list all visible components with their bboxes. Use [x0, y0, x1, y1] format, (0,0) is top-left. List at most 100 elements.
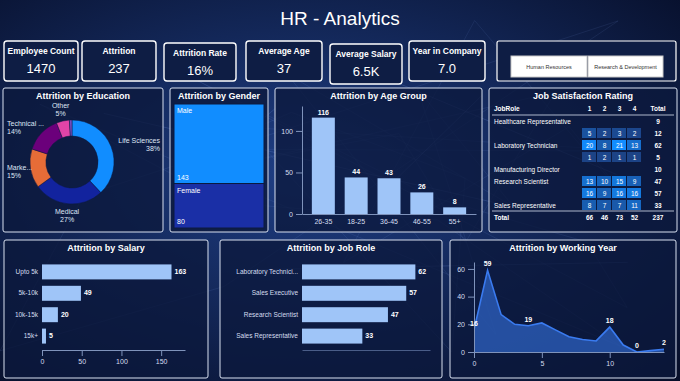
- data-label: 47: [391, 311, 399, 318]
- table-cell: Total: [494, 214, 509, 221]
- kpi-card: Employee Count 1470: [4, 41, 78, 81]
- tick: 55+: [449, 214, 461, 225]
- y-axis: Upto 5k5k-10k10k-15k15k+: [15, 259, 43, 351]
- tick: 40: [457, 293, 474, 300]
- series: [474, 270, 664, 352]
- slice: [69, 120, 72, 136]
- data-label: 20: [61, 311, 69, 318]
- slicer-button[interactable]: Human Resources: [511, 56, 587, 77]
- table-cell: 2: [603, 154, 607, 161]
- panel: Attrition by Working Year020406005101659…: [450, 240, 676, 378]
- slicer-label[interactable]: Research & Development: [594, 64, 657, 70]
- kpi-value: 7.0: [438, 61, 456, 76]
- tick: 26-35: [314, 214, 332, 225]
- table-cell: 16: [616, 190, 624, 197]
- kpi-label: Attrition Rate: [173, 48, 227, 58]
- tick-label: 5: [540, 360, 544, 367]
- table-cell-bg: [627, 152, 641, 162]
- tick-mark: [468, 352, 474, 353]
- bar: [410, 192, 433, 214]
- x-axis: 0510: [473, 352, 665, 367]
- table-cell: 16: [631, 190, 639, 197]
- data-label: 8: [453, 198, 457, 205]
- table-cell-bg: [597, 140, 611, 150]
- slicer-button[interactable]: Research & Development: [588, 56, 663, 77]
- page-title: HR - Analytics: [280, 8, 399, 29]
- table-header: 3: [618, 105, 622, 112]
- tick-label: 60: [457, 266, 465, 273]
- slice: [57, 120, 71, 138]
- panel-frame: [220, 240, 442, 378]
- panel-frame: [275, 88, 482, 232]
- table-cell: 3: [618, 130, 622, 137]
- data-label: 14%: [7, 128, 21, 135]
- table-cell: 1: [633, 154, 637, 161]
- tick: 0: [461, 349, 474, 356]
- kpi-frame: [409, 41, 485, 81]
- tick: 0: [41, 350, 45, 365]
- slicer-button-bg[interactable]: [588, 56, 663, 77]
- tick-mark: [474, 352, 475, 358]
- slice: [32, 123, 62, 154]
- table-cell: 66: [586, 214, 594, 221]
- table-cell: 10: [654, 166, 662, 173]
- table-rule: [492, 115, 674, 116]
- table-cell: 21: [616, 142, 624, 149]
- table-cell-bg: [627, 140, 641, 150]
- slicer-button-bg[interactable]: [511, 56, 587, 77]
- tick-mark: [296, 131, 302, 132]
- tick-mark: [468, 297, 474, 298]
- table-cell-bg: [627, 176, 641, 186]
- table-cell: 8: [588, 202, 592, 209]
- tick-label: 0: [461, 349, 465, 356]
- kpi-frame: [330, 44, 402, 84]
- table-cell-bg: [582, 176, 596, 186]
- data-label: 57: [409, 289, 417, 296]
- y-axis: Laboratory Technici...Sales ExecutiveRes…: [236, 259, 302, 351]
- table-cell: 46: [601, 214, 609, 221]
- bar: [312, 118, 335, 214]
- table-cell: 2: [603, 130, 607, 137]
- kpi-label: Employee Count: [7, 46, 74, 56]
- tick-label: 50: [78, 358, 86, 365]
- tick: 10k-15k: [15, 311, 42, 318]
- tick-label: 10: [606, 360, 614, 367]
- table-cell-bg: [582, 128, 596, 138]
- bar: [42, 307, 58, 322]
- table-cell: Laboratory Technician: [494, 142, 558, 150]
- kpi-card: Average Age37: [246, 41, 322, 81]
- tick-label: 55+: [449, 218, 461, 225]
- table-cell: 73: [616, 214, 624, 221]
- y-axis: 050100: [281, 107, 302, 218]
- kpi-frame: [82, 41, 156, 81]
- tick-label: 36-45: [380, 218, 398, 225]
- tile: [174, 184, 264, 228]
- bar: [42, 286, 81, 301]
- slicer-label[interactable]: Human Resources: [526, 64, 572, 70]
- bar: [378, 178, 401, 214]
- slice-label: Medical: [55, 208, 80, 215]
- table-cell-bg: [612, 140, 626, 150]
- table-cell: 5: [588, 130, 592, 137]
- x-axis-line: [303, 214, 477, 215]
- tick: 60: [457, 266, 474, 273]
- tick-mark: [42, 350, 43, 356]
- slice: [72, 120, 114, 193]
- data-label: 5%: [56, 110, 66, 117]
- data-label: 80: [177, 218, 185, 225]
- slicer: Human Resources Research & Development: [497, 41, 676, 81]
- kpi-value: 1470: [27, 61, 56, 76]
- table-cell-bg: [612, 152, 626, 162]
- table-cell-bg: [597, 176, 611, 186]
- tick-label: 5k-10k: [18, 289, 38, 296]
- table-cell-bg: [597, 200, 611, 210]
- table-cell: 9: [656, 118, 660, 125]
- tick-mark: [542, 352, 543, 358]
- table-cell-bg: [582, 200, 596, 210]
- kpi-card: Attrition Rate16%: [164, 43, 236, 81]
- slice-label: Marke...: [7, 164, 32, 171]
- slice-label: Life Sciences: [118, 137, 160, 144]
- panel: Attrition by Age Group05010026-3518-2536…: [275, 88, 482, 232]
- tick: Laboratory Technici...: [236, 268, 302, 276]
- y-axis: 0204060: [457, 263, 474, 356]
